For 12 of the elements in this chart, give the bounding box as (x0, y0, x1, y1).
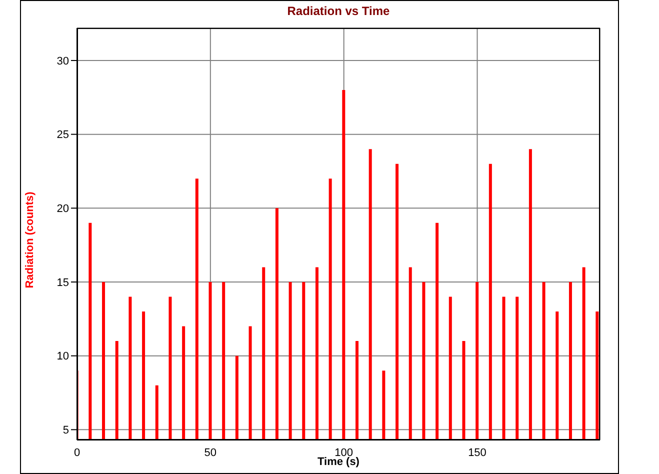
y-tick-label: 20 (56, 203, 69, 216)
y-tick-label: 25 (56, 129, 69, 142)
x-tick-label: 0 (74, 446, 80, 459)
y-tick-label: 15 (56, 276, 69, 289)
y-tick-label: 30 (56, 55, 69, 68)
x-axis-title: Time (s) (318, 456, 360, 468)
x-tick-label: 50 (204, 446, 217, 459)
y-axis-title: Radiation (counts) (24, 192, 36, 288)
chart-title: Radiation vs Time (286, 4, 391, 18)
x-tick-label: 150 (468, 446, 486, 459)
y-tick-label: 5 (62, 424, 69, 437)
y-tick-label: 10 (56, 350, 69, 363)
